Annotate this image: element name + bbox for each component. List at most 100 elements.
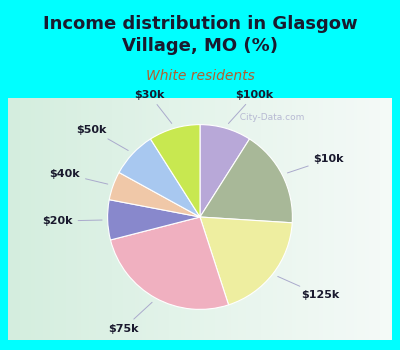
Bar: [185, 98, 188, 340]
Bar: [27, 98, 31, 340]
Wedge shape: [200, 217, 292, 305]
Bar: [39, 98, 42, 340]
Bar: [361, 98, 365, 340]
Bar: [334, 98, 338, 340]
Bar: [365, 98, 369, 340]
Bar: [292, 98, 296, 340]
Text: $10k: $10k: [288, 154, 344, 173]
Bar: [169, 98, 173, 340]
Bar: [212, 98, 215, 340]
Bar: [89, 98, 92, 340]
Bar: [315, 98, 319, 340]
Bar: [135, 98, 138, 340]
Bar: [116, 98, 119, 340]
Bar: [92, 98, 96, 340]
Bar: [108, 98, 112, 340]
Bar: [85, 98, 89, 340]
Bar: [319, 98, 323, 340]
Bar: [188, 98, 192, 340]
Text: City-Data.com: City-Data.com: [234, 113, 304, 122]
Bar: [346, 98, 350, 340]
Bar: [234, 98, 238, 340]
Bar: [323, 98, 327, 340]
Bar: [100, 98, 104, 340]
Bar: [154, 98, 158, 340]
Bar: [31, 98, 35, 340]
Bar: [112, 98, 116, 340]
Bar: [192, 98, 196, 340]
Bar: [273, 98, 277, 340]
Bar: [142, 98, 146, 340]
Bar: [46, 98, 50, 340]
Bar: [35, 98, 39, 340]
Bar: [70, 98, 73, 340]
Text: $75k: $75k: [108, 302, 152, 334]
Bar: [77, 98, 81, 340]
Bar: [308, 98, 311, 340]
Bar: [327, 98, 330, 340]
Bar: [377, 98, 380, 340]
Bar: [223, 98, 227, 340]
Bar: [304, 98, 308, 340]
Bar: [138, 98, 142, 340]
Bar: [131, 98, 135, 340]
Bar: [330, 98, 334, 340]
Bar: [358, 98, 361, 340]
Bar: [350, 98, 354, 340]
Bar: [296, 98, 300, 340]
Bar: [246, 98, 250, 340]
Bar: [119, 98, 123, 340]
Bar: [16, 98, 20, 340]
Wedge shape: [119, 139, 200, 217]
Bar: [50, 98, 54, 340]
Bar: [300, 98, 304, 340]
Bar: [23, 98, 27, 340]
Wedge shape: [150, 125, 200, 217]
Bar: [166, 98, 169, 340]
Bar: [311, 98, 315, 340]
Bar: [227, 98, 231, 340]
Text: $40k: $40k: [50, 169, 108, 184]
Bar: [81, 98, 85, 340]
Bar: [281, 98, 284, 340]
Text: White residents: White residents: [146, 69, 254, 83]
Bar: [42, 98, 46, 340]
Bar: [231, 98, 234, 340]
Bar: [12, 98, 16, 340]
Bar: [162, 98, 166, 340]
Bar: [288, 98, 292, 340]
Bar: [181, 98, 185, 340]
Bar: [369, 98, 373, 340]
Text: $50k: $50k: [77, 125, 128, 150]
Bar: [380, 98, 384, 340]
Bar: [219, 98, 223, 340]
Bar: [242, 98, 246, 340]
Bar: [58, 98, 62, 340]
Bar: [269, 98, 273, 340]
Bar: [127, 98, 131, 340]
Wedge shape: [200, 125, 250, 217]
Bar: [258, 98, 262, 340]
Bar: [150, 98, 154, 340]
Bar: [54, 98, 58, 340]
Bar: [123, 98, 127, 340]
Wedge shape: [200, 139, 292, 223]
Bar: [196, 98, 200, 340]
Bar: [250, 98, 254, 340]
Wedge shape: [108, 200, 200, 240]
Bar: [177, 98, 181, 340]
Bar: [254, 98, 258, 340]
Bar: [96, 98, 100, 340]
Bar: [373, 98, 377, 340]
Wedge shape: [109, 173, 200, 217]
Bar: [342, 98, 346, 340]
Bar: [62, 98, 66, 340]
Bar: [173, 98, 177, 340]
Bar: [284, 98, 288, 340]
Text: $100k: $100k: [228, 90, 274, 124]
Bar: [146, 98, 150, 340]
Bar: [388, 98, 392, 340]
Bar: [66, 98, 70, 340]
Wedge shape: [110, 217, 228, 309]
Text: Income distribution in Glasgow
Village, MO (%): Income distribution in Glasgow Village, …: [43, 15, 357, 55]
